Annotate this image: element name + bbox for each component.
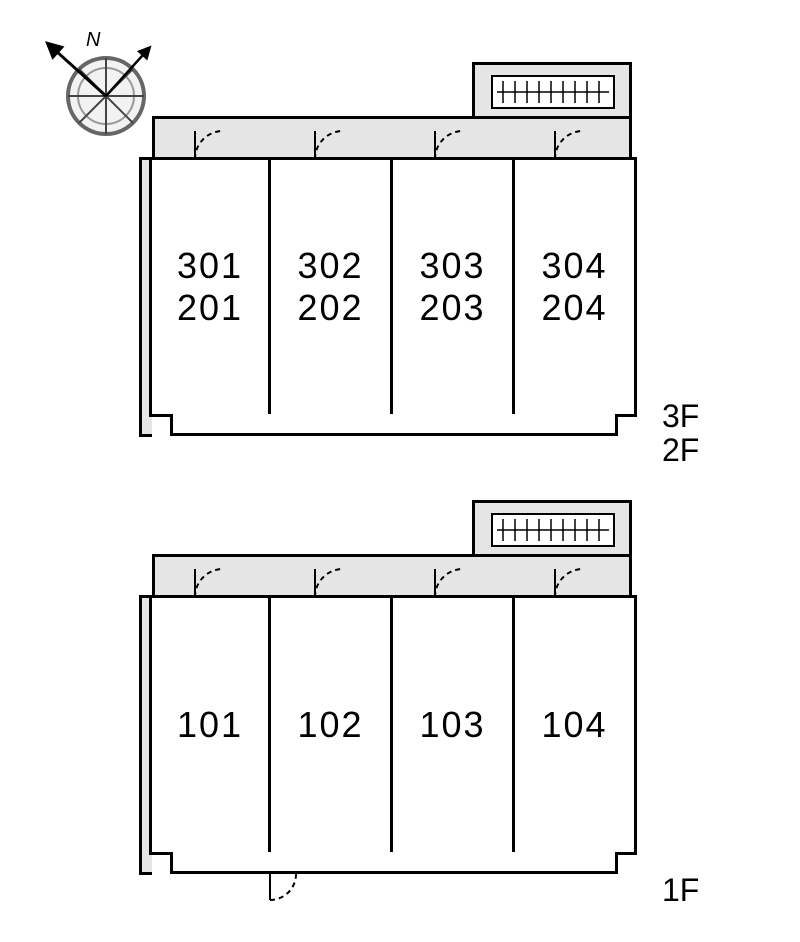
room-number: 304 xyxy=(541,245,607,287)
unit-301-201: 301 201 xyxy=(149,157,271,417)
building-lower: 101 102 103 104 xyxy=(152,500,642,900)
unit-103: 103 xyxy=(393,595,515,855)
unit-303-203: 303 203 xyxy=(393,157,515,417)
stair-box-upper xyxy=(472,62,632,119)
room-number: 103 xyxy=(419,704,485,746)
unit-102: 102 xyxy=(271,595,393,855)
room-number: 302 xyxy=(297,245,363,287)
corridor-upper xyxy=(152,116,632,160)
room-number: 203 xyxy=(419,287,485,329)
building-upper: 301 201 302 202 303 203 304 204 xyxy=(152,62,642,442)
corridor-lower xyxy=(152,554,632,598)
unit-304-204: 304 204 xyxy=(515,157,637,417)
stair-box-lower xyxy=(472,500,632,557)
room-number: 104 xyxy=(541,704,607,746)
room-number: 202 xyxy=(297,287,363,329)
floor-label-2f: 2F xyxy=(662,432,699,469)
entry-door-arc xyxy=(262,870,322,910)
room-number: 101 xyxy=(177,704,243,746)
floor-label-3f: 3F xyxy=(662,398,699,435)
floor-label-1f: 1F xyxy=(662,872,699,909)
bottom-strip-upper xyxy=(170,414,618,436)
unit-101: 101 xyxy=(149,595,271,855)
bottom-strip-lower xyxy=(170,852,618,874)
compass: N xyxy=(28,18,168,163)
unit-302-202: 302 202 xyxy=(271,157,393,417)
room-number: 201 xyxy=(177,287,243,329)
room-number: 301 xyxy=(177,245,243,287)
room-number: 204 xyxy=(541,287,607,329)
room-number: 303 xyxy=(419,245,485,287)
unit-104: 104 xyxy=(515,595,637,855)
room-number: 102 xyxy=(297,704,363,746)
compass-n-label: N xyxy=(86,29,101,51)
unit-row-lower: 101 102 103 104 xyxy=(149,595,637,855)
unit-row-upper: 301 201 302 202 303 203 304 204 xyxy=(149,157,637,417)
